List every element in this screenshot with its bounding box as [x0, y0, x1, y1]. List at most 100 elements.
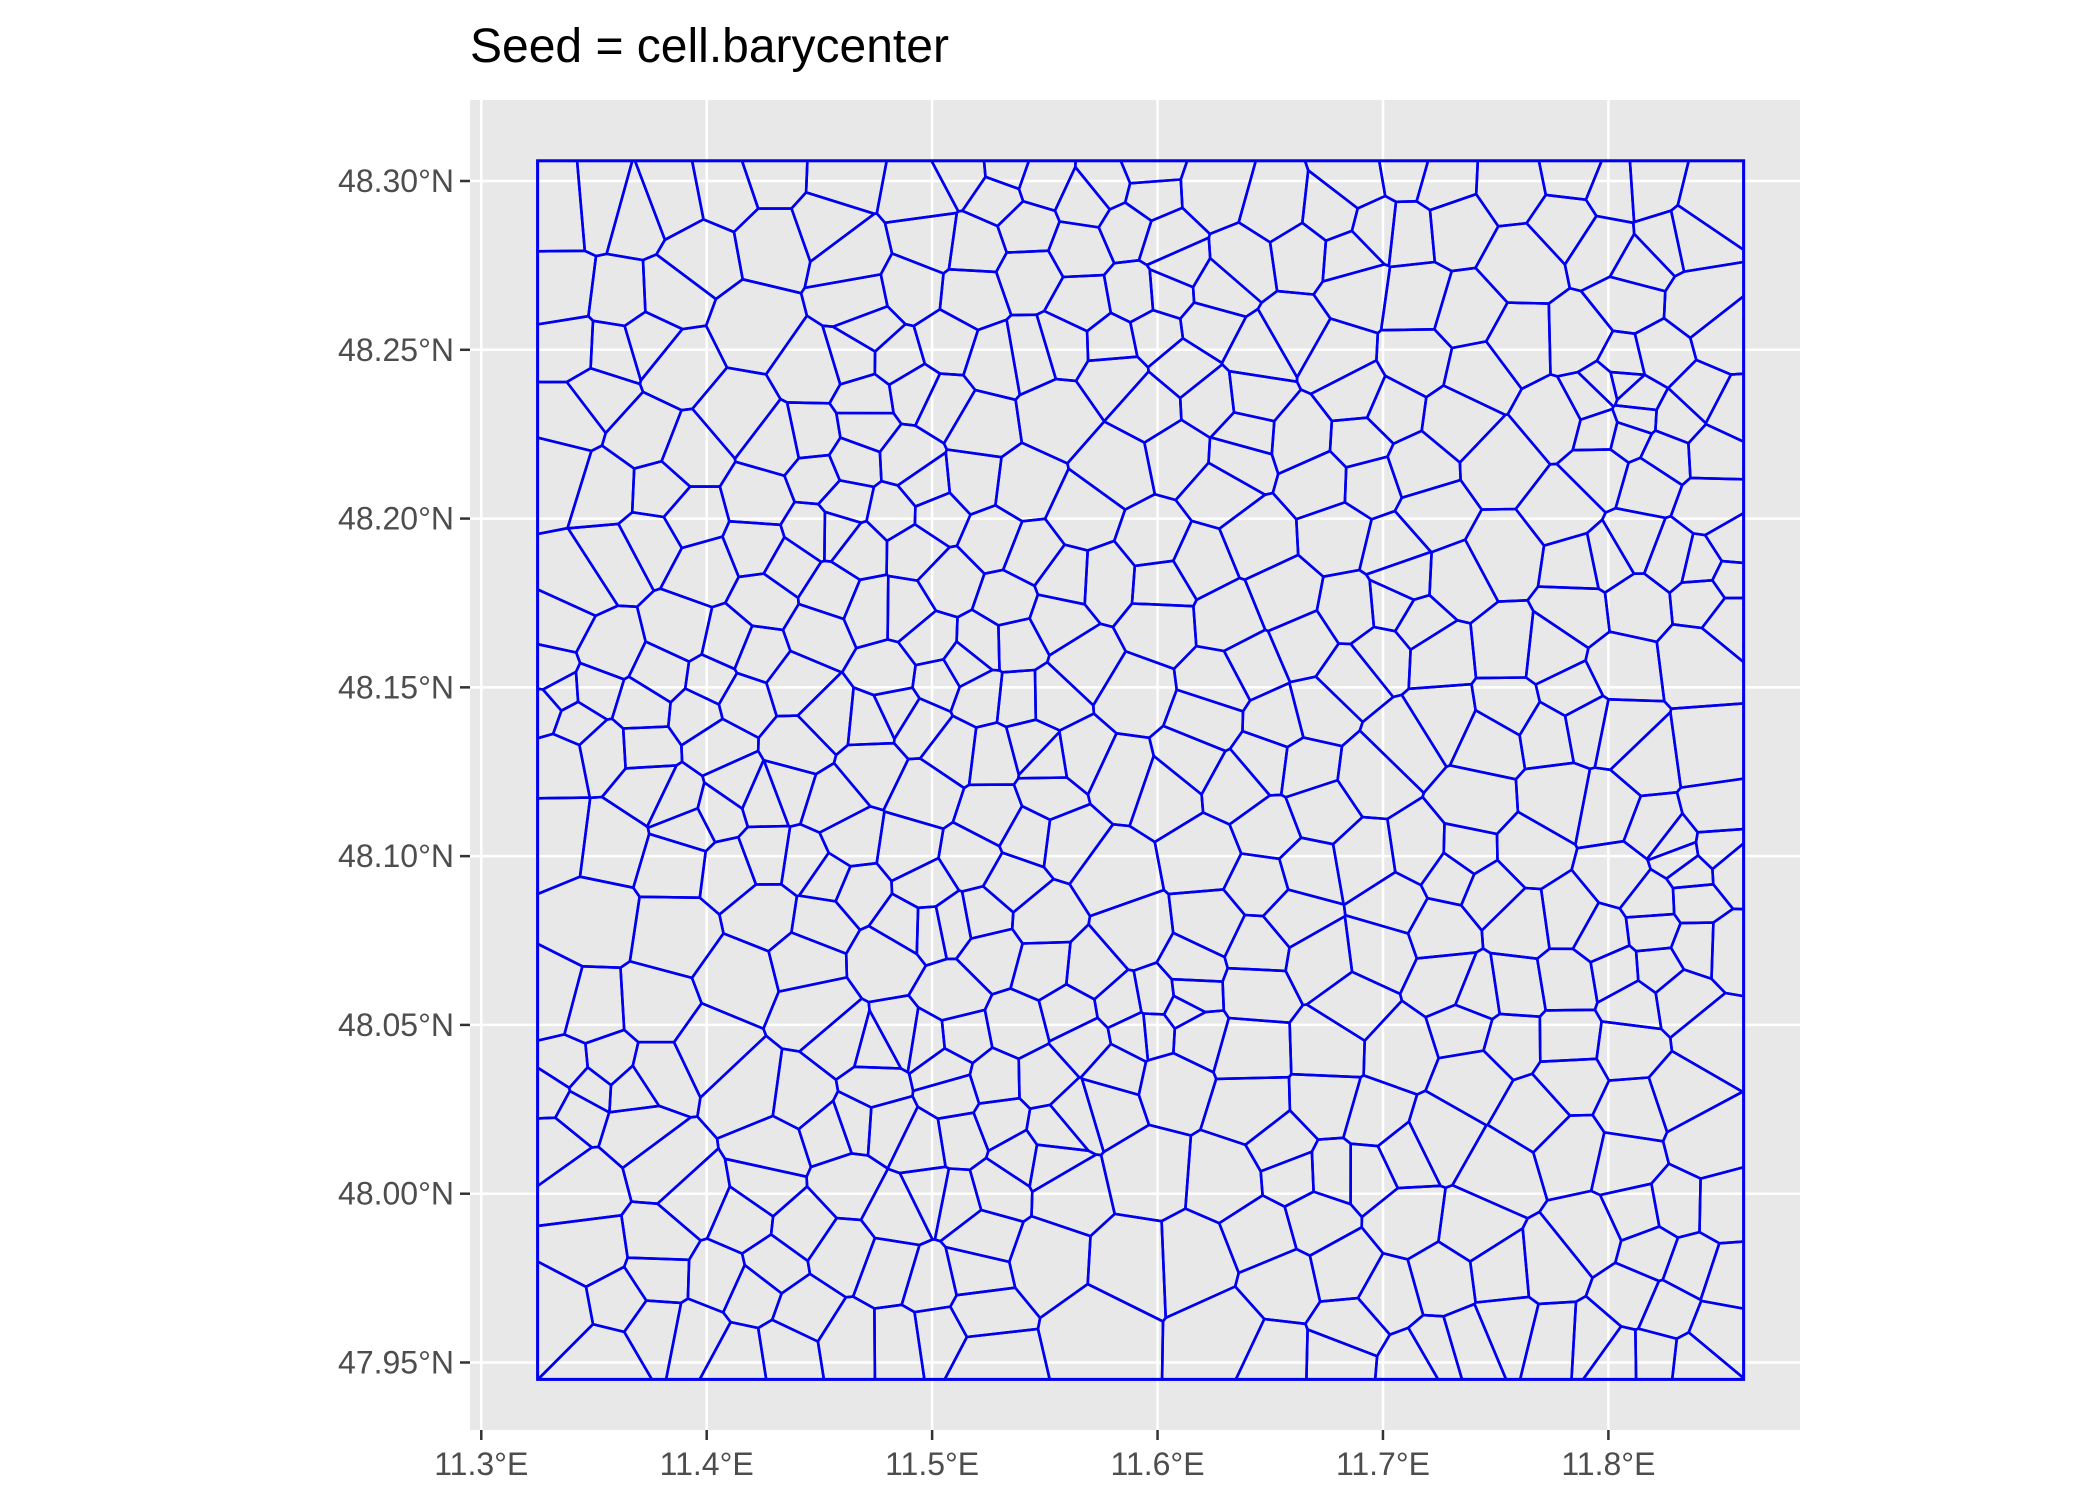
voronoi-cell — [700, 601, 754, 671]
voronoi-cell — [635, 587, 714, 663]
voronoi-cell — [960, 175, 1025, 228]
bounding-box — [536, 159, 1746, 1381]
x-tick-label: 11.8°E — [1561, 1446, 1655, 1482]
voronoi-cell — [1669, 476, 1745, 537]
x-tick-label: 11.5°E — [885, 1446, 979, 1482]
voronoi-cell — [1448, 708, 1527, 781]
voronoi-cell — [1007, 1214, 1092, 1320]
voronoi-cell — [619, 959, 703, 1044]
voronoi-cell — [790, 894, 862, 956]
voronoi-cell — [805, 1152, 890, 1222]
voronoi-cell — [630, 459, 692, 519]
y-tick-label: 48.15°N — [338, 669, 454, 705]
voronoi-cell — [1042, 802, 1115, 886]
voronoi-cell — [1420, 384, 1507, 464]
voronoi-cell — [1539, 868, 1600, 951]
voronoi-cell — [1661, 1230, 1721, 1302]
voronoi-cell — [1279, 736, 1344, 799]
voronoi-cell — [1613, 373, 1670, 412]
voronoi-cell — [1525, 193, 1598, 266]
voronoi-cell — [1087, 888, 1175, 973]
x-axis: 11.3°E 11.4°E 11.5°E 11.6°E 11.7°E 11.8°E — [434, 1430, 1655, 1482]
voronoi-cell — [1222, 852, 1290, 918]
voronoi-cell — [620, 1200, 702, 1262]
voronoi-cell — [597, 1104, 693, 1170]
voronoi-cell — [1148, 724, 1227, 796]
voronoi-cell — [1680, 532, 1724, 584]
voronoi-cell — [1349, 1142, 1400, 1219]
y-tick-label: 48.10°N — [338, 838, 454, 874]
voronoi-cell — [887, 362, 942, 427]
voronoi-cell — [1123, 178, 1184, 223]
voronoi-cell — [1244, 1109, 1320, 1173]
voronoi-cell — [779, 500, 827, 564]
voronoi-cell — [1314, 642, 1395, 724]
x-tick-label: 11.3°E — [434, 1446, 528, 1482]
voronoi-cell — [672, 1001, 768, 1099]
voronoi-cell — [589, 319, 643, 386]
voronoi-cell — [638, 324, 729, 412]
voronoi-cell — [1538, 1189, 1623, 1280]
voronoi-cell — [900, 1238, 958, 1314]
voronoi-cell — [1536, 531, 1600, 591]
voronoi-cell — [790, 191, 876, 264]
voronoi-cells — [536, 159, 1745, 1381]
voronoi-cell — [1563, 694, 1610, 771]
voronoi-cell — [1454, 947, 1501, 1021]
y-tick-label: 48.30°N — [338, 163, 454, 199]
voronoi-cell — [892, 696, 955, 761]
voronoi-cell — [771, 1047, 840, 1131]
voronoi-cell — [936, 1111, 990, 1172]
voronoi-cell — [1005, 313, 1058, 397]
voronoi-cell — [1309, 359, 1387, 423]
voronoi-cell — [955, 503, 1024, 576]
x-tick-label: 11.7°E — [1336, 1446, 1430, 1482]
voronoi-cell — [1360, 1184, 1447, 1261]
voronoi-cell — [1343, 455, 1404, 521]
voronoi-cell — [896, 451, 952, 508]
voronoi-cell — [740, 1233, 812, 1295]
voronoi-cell — [1217, 1194, 1298, 1275]
y-tick-label: 48.05°N — [338, 1007, 454, 1043]
voronoi-cell — [1595, 1020, 1674, 1082]
voronoi-cell — [1459, 858, 1527, 932]
voronoi-cell — [1662, 260, 1745, 340]
voronoi-cell — [1373, 1326, 1440, 1381]
voronoi-cell — [574, 661, 626, 721]
voronoi-cell — [1609, 710, 1683, 798]
voronoi-cell — [829, 519, 889, 582]
voronoi-cell — [834, 861, 894, 932]
voronoi-cell — [1470, 676, 1542, 737]
voronoi-cell — [1343, 913, 1419, 996]
voronoi-cell — [1288, 1003, 1366, 1079]
voronoi-cell — [832, 741, 910, 812]
voronoi-cell — [1563, 214, 1636, 293]
voronoi-cell — [1428, 192, 1500, 273]
voronoi-cell — [1209, 411, 1276, 456]
voronoi-cell — [1172, 519, 1241, 602]
voronoi-cell — [1048, 1076, 1105, 1157]
voronoi-cell — [983, 987, 1051, 1061]
voronoi-cell — [1102, 258, 1155, 324]
voronoi-cell — [1218, 491, 1300, 582]
voronoi-cell — [622, 1299, 683, 1381]
voronoi-cell — [1458, 412, 1552, 511]
voronoi-cell — [1221, 966, 1305, 1025]
voronoi-cell — [1083, 539, 1137, 629]
voronoi-cell — [1624, 912, 1682, 953]
voronoi-cell — [937, 820, 1004, 893]
voronoi-cell — [1009, 940, 1072, 1002]
x-tick-label: 11.4°E — [660, 1446, 754, 1482]
y-tick-label: 48.20°N — [338, 501, 454, 537]
y-axis: 47.95°N 48.00°N 48.05°N 48.10°N 48.15°N 48.20… — [338, 163, 470, 1380]
y-tick-label: 48.25°N — [338, 332, 454, 368]
voronoi-cell — [655, 218, 745, 301]
voronoi-cell — [867, 993, 920, 1074]
voronoi-cell — [1086, 731, 1155, 828]
voronoi-cell — [1535, 947, 1599, 1012]
voronoi-cell — [886, 574, 938, 644]
voronoi-cell — [997, 617, 1051, 674]
x-tick-label: 11.6°E — [1111, 1446, 1205, 1482]
voronoi-cell — [770, 1272, 848, 1343]
